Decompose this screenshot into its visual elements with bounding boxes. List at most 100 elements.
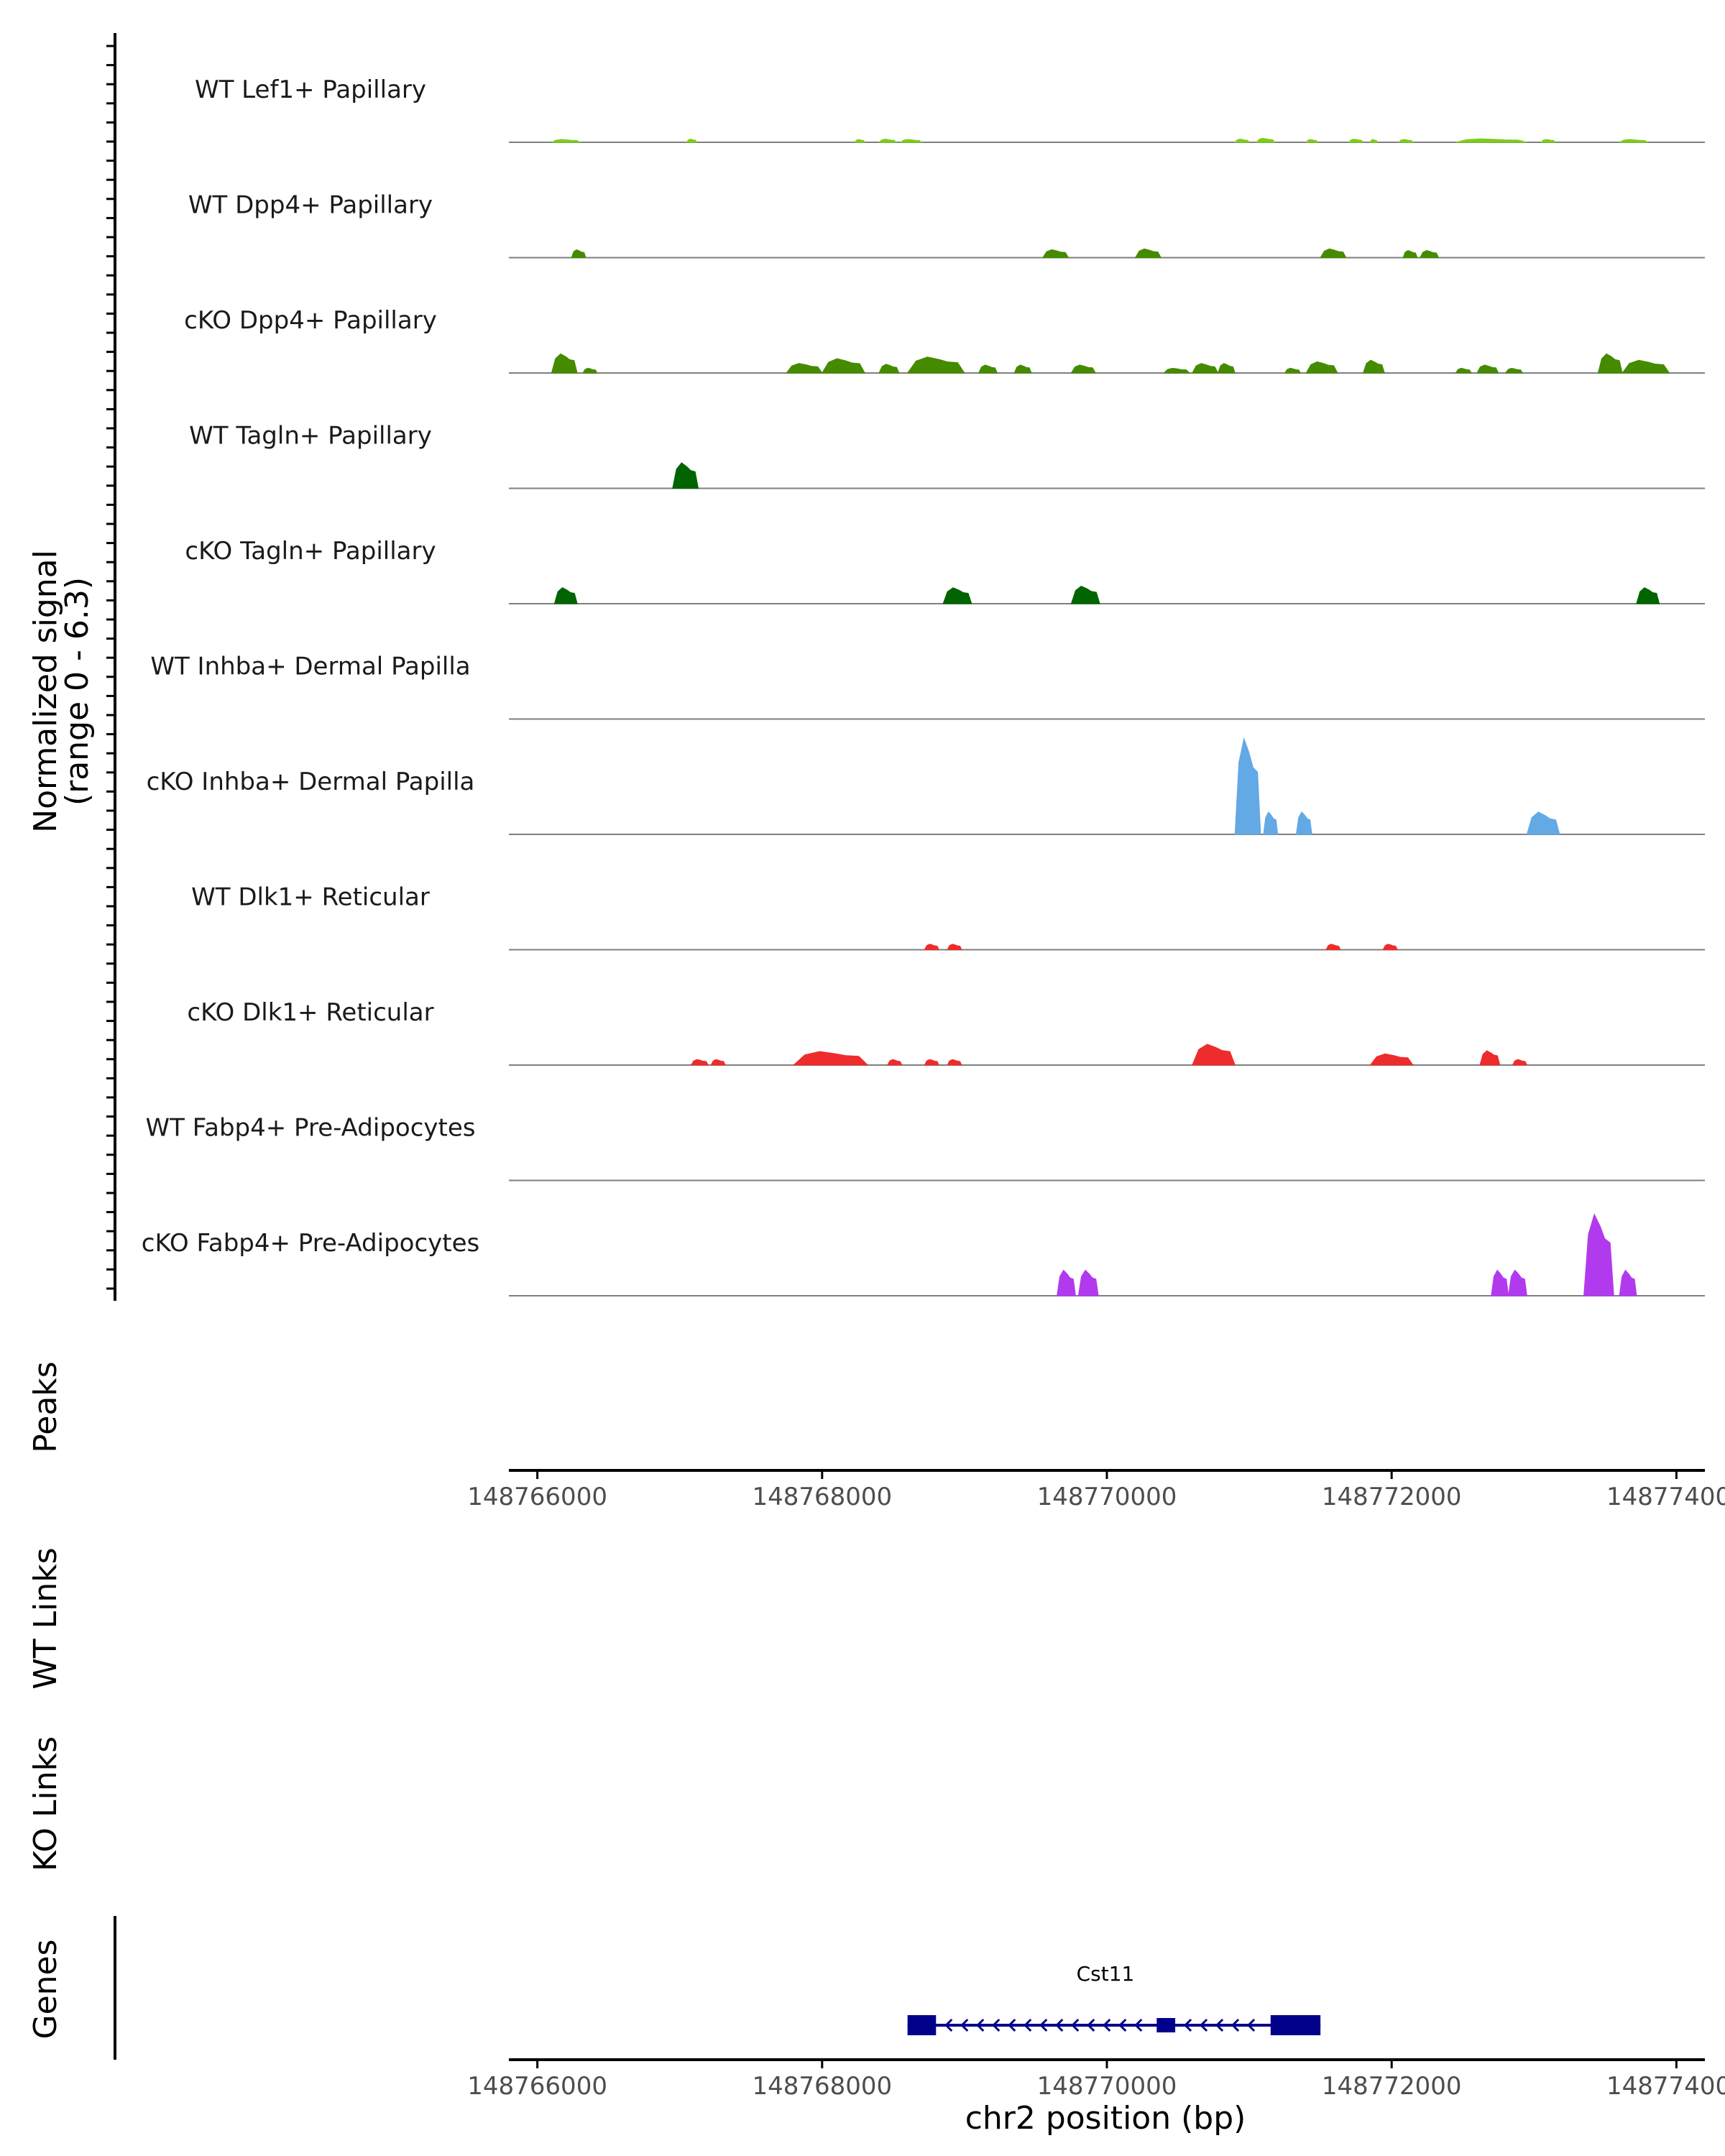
coverage-peak	[551, 353, 578, 374]
gene-model	[907, 2015, 1321, 2035]
track-label: cKO Inhba+ Dermal Papilla	[147, 768, 475, 796]
coverage-peak	[1013, 364, 1032, 374]
track-label: cKO Dlk1+ Reticular	[187, 998, 433, 1027]
peaks-x-ticks: 148766000 148768000 148770000 148772000 1487…	[467, 1470, 1725, 1511]
coverage-peak	[1070, 364, 1097, 374]
strand-arrow	[1199, 2018, 1208, 2032]
coverage-peak	[686, 139, 698, 143]
coverage-peak	[924, 1059, 940, 1066]
track-label: WT Dpp4+ Papillary	[188, 191, 433, 220]
signal-ylabel: Normalized signal	[27, 550, 64, 833]
coverage-peak	[1402, 249, 1418, 258]
track: WT Lef1+ Papillary	[195, 75, 1705, 143]
track: WT Inhba+ Dermal Papilla	[150, 653, 1705, 720]
coverage-peak	[710, 1059, 726, 1066]
track-label: WT Inhba+ Dermal Papilla	[150, 653, 470, 681]
coverage-peak	[978, 364, 998, 374]
coverage-peak	[1295, 811, 1312, 835]
track: cKO Inhba+ Dermal Papilla	[147, 737, 1705, 835]
strand-arrow	[1118, 2018, 1127, 2032]
peaks-ylabel: Peaks	[27, 1361, 64, 1452]
strand-arrow	[1008, 2018, 1016, 2032]
coverage-peak	[854, 139, 866, 143]
strand-arrow	[1055, 2018, 1064, 2032]
strand-arrow	[1071, 2018, 1080, 2032]
coverage-peak	[1508, 1269, 1527, 1296]
peaks-panel: Peaks 148766000 148768000 148770000 1487720…	[27, 1361, 1725, 1511]
track-label: cKO Dpp4+ Papillary	[184, 306, 437, 335]
strand-arrow	[1024, 2018, 1032, 2032]
coverage-peak	[1057, 1269, 1076, 1296]
track-label: WT Dlk1+ Reticular	[191, 883, 430, 912]
coverage-peak	[1504, 367, 1524, 374]
coverage-peak	[1455, 367, 1473, 374]
x-tick-label: 148772000	[1322, 1483, 1462, 1511]
coverage-peak	[906, 356, 965, 374]
genes-ylabel: Genes	[27, 1939, 64, 2039]
x-tick-label: 148766000	[467, 2072, 607, 2101]
track: WT Dpp4+ Papillary	[188, 191, 1705, 259]
coverage-peak	[1491, 1269, 1509, 1296]
signal-range-label: (range 0 - 6.3)	[59, 577, 96, 806]
strand-arrow	[1039, 2018, 1048, 2032]
x-tick-label: 148768000	[752, 2072, 892, 2101]
coverage-peak	[1348, 139, 1364, 143]
track-label: WT Lef1+ Papillary	[195, 75, 426, 104]
coverage-peak	[1234, 737, 1261, 835]
strand-arrow	[1215, 2018, 1224, 2032]
coverage-peak	[1134, 248, 1162, 258]
coverage-peak	[1255, 137, 1276, 143]
strand-arrow	[960, 2018, 969, 2032]
x-axis-title: chr2 position (bp)	[965, 2100, 1246, 2137]
coverage-peak	[1234, 139, 1251, 143]
signal-panel: Normalized signal (range 0 - 6.3) WT Lef…	[27, 33, 1705, 1301]
coverage-peak	[878, 364, 900, 374]
coverage-peak	[1619, 139, 1649, 143]
gene-exon	[907, 2015, 937, 2035]
strand-arrow	[1087, 2018, 1095, 2032]
coverage-peak	[1192, 1044, 1236, 1066]
coverage-peak	[1263, 811, 1279, 835]
coverage-peak	[1041, 249, 1070, 258]
coverage-peak	[1382, 944, 1398, 950]
coverage-peak	[1284, 367, 1302, 374]
coverage-peak	[1526, 811, 1560, 835]
coverage-peak	[672, 462, 699, 489]
coverage-peak	[571, 249, 586, 258]
strand-arrow	[976, 2018, 985, 2032]
x-tick-label: 148774000	[1606, 1483, 1725, 1511]
coverage-peak	[1455, 138, 1527, 143]
x-tick-label: 148768000	[752, 1483, 892, 1511]
track-label: cKO Tagln+ Papillary	[185, 537, 436, 566]
coverage-peak	[1305, 139, 1319, 143]
genes-x-ticks: 148766000 148768000 148770000 148772000 1487…	[467, 2060, 1725, 2101]
tracks: WT Lef1+ Papillary WT Dpp4+ Papillary cKO …	[142, 75, 1705, 1296]
coverage-peak	[1397, 139, 1414, 143]
coverage-peak	[792, 1051, 869, 1066]
gene-label: Cst11	[1077, 1962, 1135, 1986]
x-tick-label: 148766000	[467, 1483, 607, 1511]
coverage-peak	[1369, 139, 1379, 143]
coverage-peak	[1476, 364, 1499, 374]
track-label: cKO Fabp4+ Pre-Adipocytes	[142, 1229, 480, 1258]
strand-arrow	[944, 2018, 953, 2032]
signal-y-ticks	[106, 45, 115, 1290]
gene-exon	[1156, 2018, 1176, 2032]
coverage-peak	[887, 1059, 903, 1066]
coverage-peak	[924, 944, 940, 950]
coverage-peak	[1325, 944, 1341, 950]
coverage-peak	[1540, 139, 1557, 143]
x-tick-label: 148774000	[1606, 2072, 1725, 2101]
track: cKO Tagln+ Papillary	[185, 537, 1705, 604]
strand-arrow	[1230, 2018, 1240, 2032]
coverage-peak	[1597, 353, 1623, 374]
coverage-peak	[947, 944, 962, 950]
coverage-peak	[1479, 1050, 1501, 1066]
coverage-peak	[582, 367, 598, 374]
coverage-peak	[1070, 585, 1100, 604]
coverage-peak	[947, 1059, 962, 1066]
track: cKO Dlk1+ Reticular	[187, 998, 1705, 1066]
track: WT Dlk1+ Reticular	[191, 883, 1705, 951]
coverage-peak	[1192, 363, 1219, 374]
